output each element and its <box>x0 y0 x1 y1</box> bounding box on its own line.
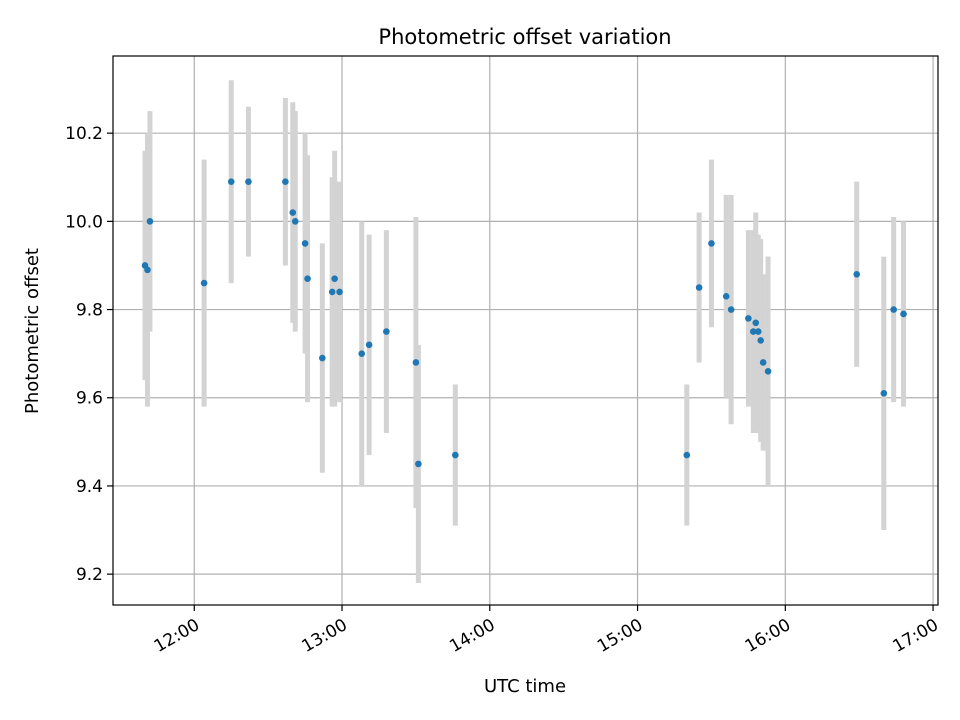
data-point <box>749 328 757 335</box>
y-tick-label: 10.2 <box>65 124 103 144</box>
y-tick-label: 10.0 <box>65 212 103 232</box>
data-point <box>291 218 299 225</box>
data-point <box>331 275 338 282</box>
data-point <box>304 275 311 282</box>
data-point <box>722 293 730 300</box>
data-point <box>245 178 252 185</box>
data-point <box>227 178 235 185</box>
data-point <box>727 306 735 313</box>
y-tick-label: 9.4 <box>76 477 103 497</box>
data-point <box>282 178 289 185</box>
data-point <box>365 341 373 349</box>
data-point <box>757 337 764 344</box>
y-tick-label: 9.2 <box>76 565 103 585</box>
data-point <box>383 328 390 335</box>
y-axis-ticks: 9.2 9.4 9.6 9.8 10.0 10.2 <box>65 124 113 585</box>
x-axis-title: UTC time <box>484 676 566 697</box>
data-point <box>695 284 703 291</box>
data-point <box>415 460 422 468</box>
data-point <box>146 218 154 225</box>
data-point <box>900 310 907 318</box>
data-point <box>764 367 772 375</box>
data-point <box>144 266 151 274</box>
data-point <box>880 390 888 397</box>
data-point <box>752 319 760 327</box>
data-points <box>141 178 907 468</box>
data-point <box>319 354 326 362</box>
data-point <box>759 359 767 366</box>
data-point <box>683 451 691 459</box>
data-point <box>708 240 715 247</box>
y-tick-label: 9.6 <box>76 389 103 409</box>
data-point <box>200 279 208 287</box>
chart-title: Photometric offset variation <box>378 25 671 49</box>
y-axis-title: Photometric offset <box>22 248 43 414</box>
data-point <box>412 359 420 366</box>
data-point <box>853 270 861 278</box>
plot-frame <box>112 55 939 606</box>
data-point <box>754 328 762 335</box>
y-tick-label: 9.8 <box>76 301 103 321</box>
data-point <box>452 451 459 459</box>
data-point <box>336 288 343 296</box>
data-point <box>890 306 897 313</box>
data-point <box>745 315 752 322</box>
data-point <box>301 240 309 247</box>
data-point <box>358 350 366 357</box>
data-point <box>328 288 336 296</box>
data-point <box>289 209 297 216</box>
